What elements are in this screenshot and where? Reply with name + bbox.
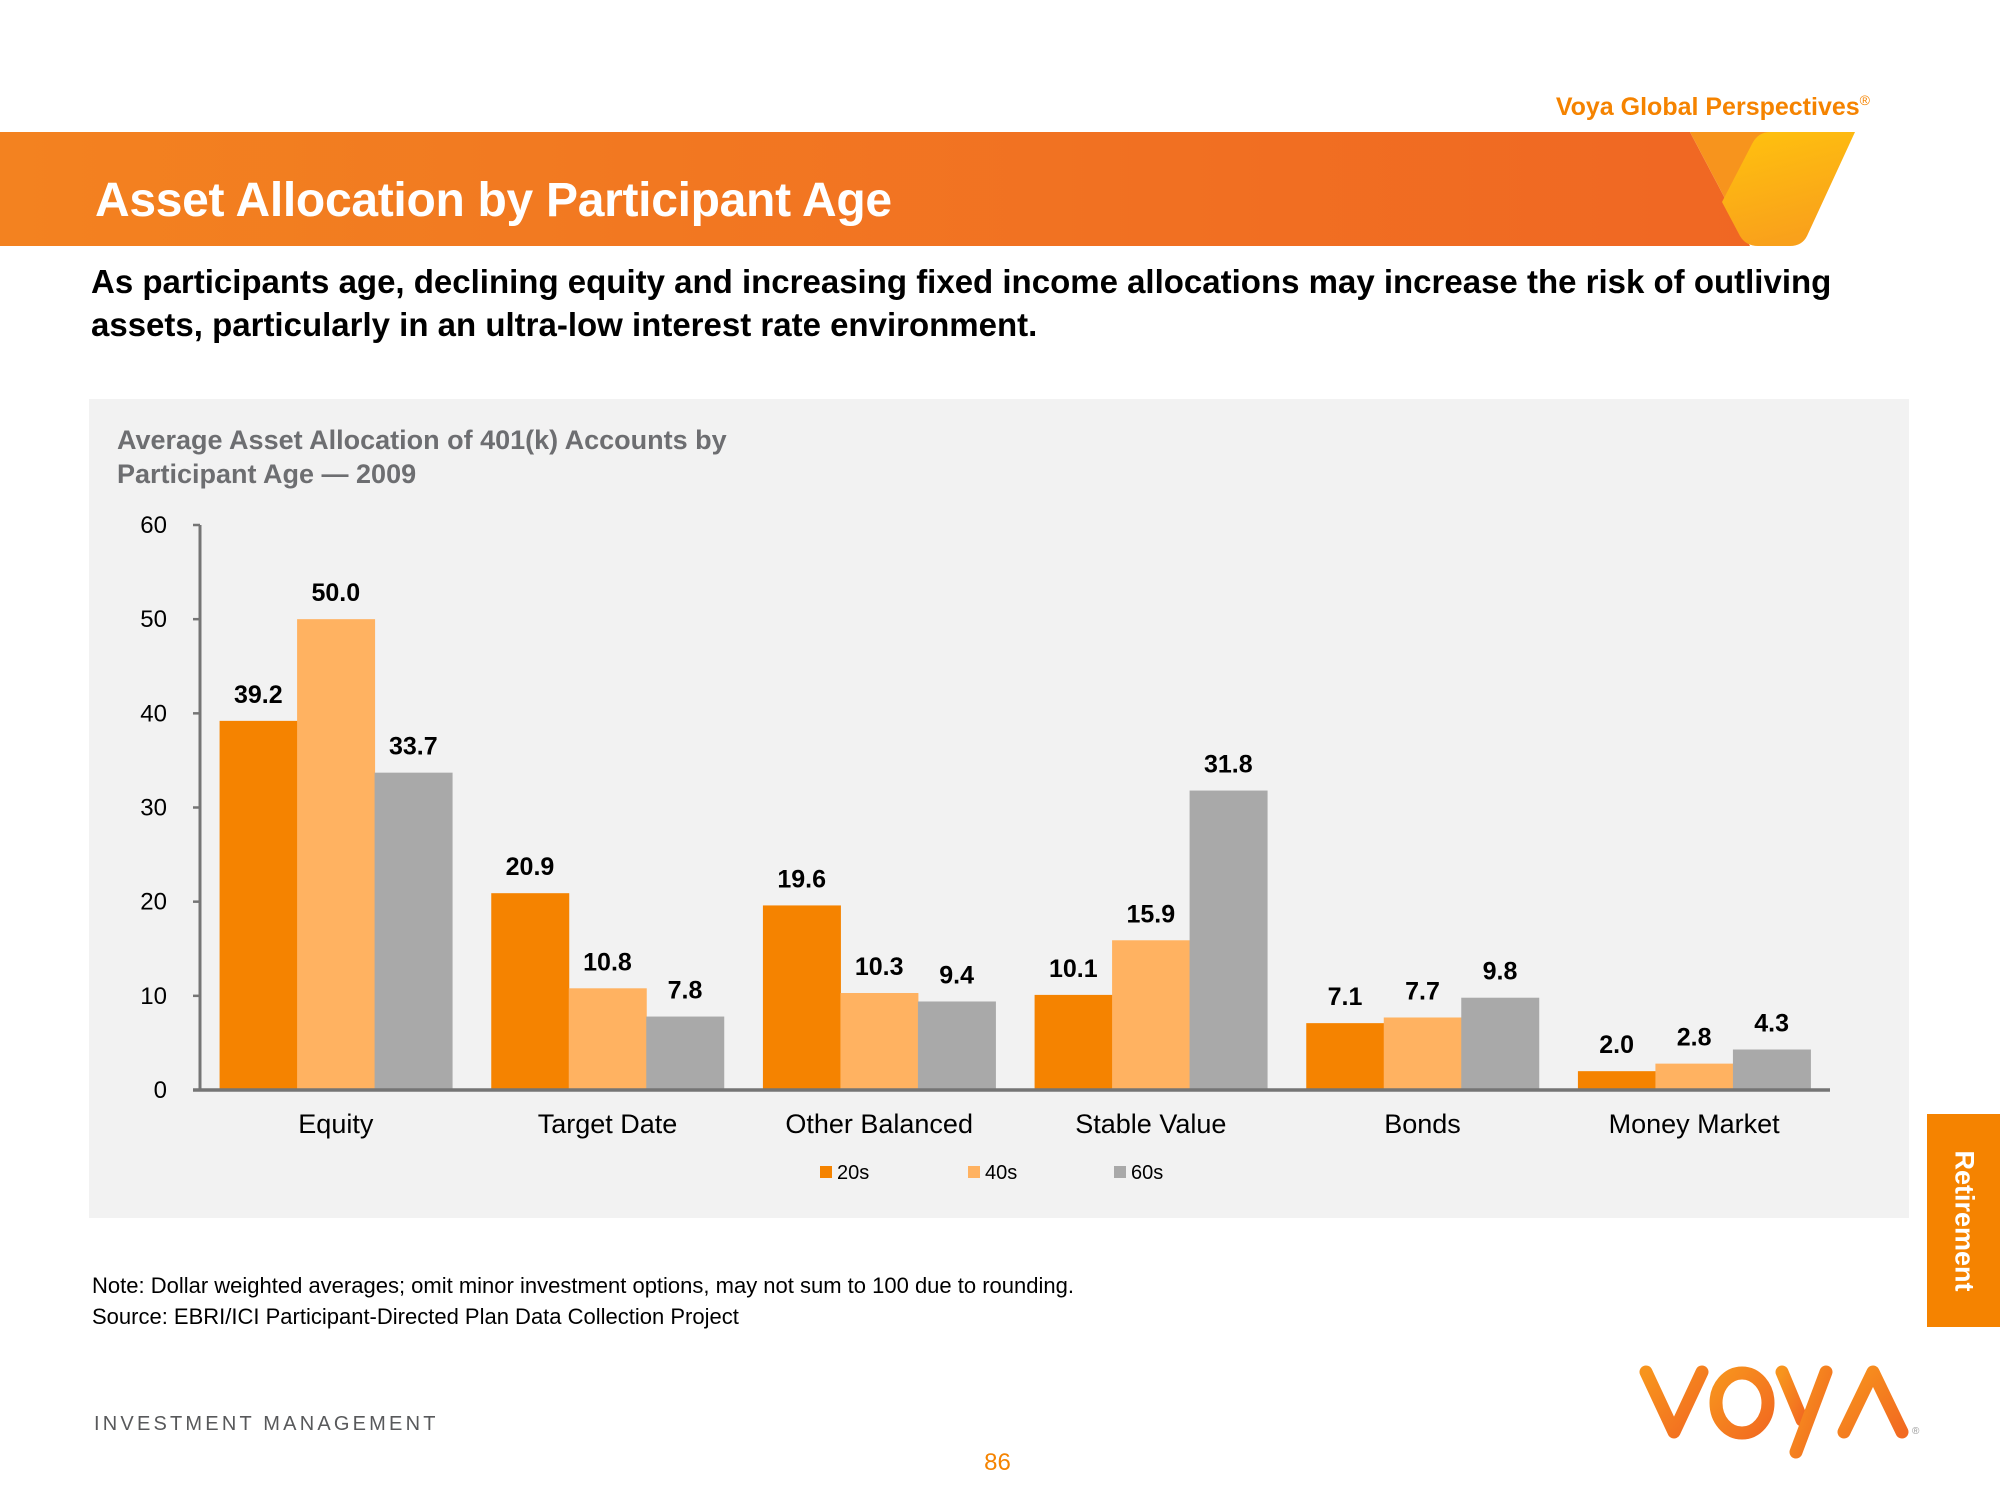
legend-label-20s: 20s <box>837 1162 869 1184</box>
x-category-label: Bonds <box>1384 1109 1461 1139</box>
data-label: 10.8 <box>583 948 632 976</box>
section-tab-retirement[interactable]: Retirement <box>1927 1114 2000 1327</box>
bar-40s-bonds <box>1383 1017 1462 1090</box>
data-label: 19.6 <box>777 865 826 893</box>
data-labels: 39.2 20.9 19.6 10.1 7.1 2.0 50.0 10.8 10.3 15.9 7.… <box>234 579 1789 1059</box>
x-category-label: Stable Value <box>1075 1109 1226 1139</box>
page-title: Asset Allocation by Participant Age <box>95 174 892 227</box>
legend-label-60s: 60s <box>1131 1162 1163 1184</box>
voya-logo: ® <box>1636 1360 1926 1465</box>
data-label: 10.3 <box>855 953 904 981</box>
data-label: 9.4 <box>939 961 974 989</box>
bar-40s-equity <box>297 619 376 1090</box>
y-tick-label: 30 <box>140 795 167 822</box>
section-tab-label: Retirement <box>1949 1149 1979 1292</box>
data-label: 15.9 <box>1126 900 1175 928</box>
bar-20s-equity <box>219 720 298 1090</box>
data-label: 20.9 <box>506 853 555 881</box>
legend-swatch-20s <box>820 1166 832 1178</box>
legend-swatch-40s <box>968 1166 980 1178</box>
legend-swatch-60s <box>1114 1166 1126 1178</box>
bar-60s-bonds <box>1461 997 1540 1090</box>
chart-title-line2: Participant Age — 2009 <box>117 459 417 489</box>
bar-60s-stable-value <box>1189 790 1268 1090</box>
data-label: 4.3 <box>1754 1010 1789 1038</box>
note-text: Note: Dollar weighted averages; omit min… <box>92 1273 1074 1298</box>
legend-label-40s: 40s <box>985 1162 1017 1184</box>
data-label: 2.8 <box>1677 1024 1712 1052</box>
bar-60s-target-date <box>646 1016 725 1090</box>
bar-60s-equity <box>374 772 453 1090</box>
bar-20s-other-balanced <box>762 905 841 1090</box>
banner-bar <box>0 132 1750 246</box>
brand-tagline: Voya Global Perspectives® <box>1400 92 1870 122</box>
bar-40s-other-balanced <box>840 993 919 1090</box>
title-banner <box>0 132 1860 246</box>
bar-20s-stable-value <box>1034 994 1113 1090</box>
y-tick-label: 20 <box>140 889 167 916</box>
x-axis: Equity Target Date Other Balanced Stable Va… <box>193 1088 1830 1139</box>
bar-40s-stable-value <box>1112 940 1191 1090</box>
page-number: 86 <box>984 1449 1011 1476</box>
data-label: 39.2 <box>234 681 283 709</box>
x-category-label: Other Balanced <box>785 1109 973 1139</box>
brand-tagline-text: Voya Global Perspectives <box>1555 93 1860 121</box>
bar-60s-money-market <box>1732 1049 1811 1090</box>
logo-registered-mark: ® <box>1912 1426 1920 1437</box>
bar-20s-money-market <box>1577 1071 1656 1090</box>
x-category-label: Target Date <box>538 1109 678 1139</box>
bar-20s-bonds <box>1306 1023 1385 1090</box>
headline: As participants age, declining equity an… <box>91 263 1832 343</box>
source-text: Source: EBRI/ICI Participant-Directed Pl… <box>92 1304 739 1329</box>
y-axis: 0 10 20 30 40 50 60 <box>140 512 202 1104</box>
x-category-label: Equity <box>298 1109 374 1139</box>
division-label: INVESTMENT MANAGEMENT <box>94 1413 439 1435</box>
chart-title-line1: Average Asset Allocation of 401(k) Accou… <box>117 425 727 455</box>
data-label: 7.7 <box>1405 977 1440 1005</box>
data-label: 31.8 <box>1204 751 1253 779</box>
footnotes: Note: Dollar weighted averages; omit min… <box>92 1270 1074 1332</box>
data-label: 7.8 <box>668 977 703 1005</box>
legend: 20s 40s 60s <box>820 1162 1163 1184</box>
bar-60s-other-balanced <box>917 1001 996 1090</box>
voya-logo-graphic: ® <box>1639 1365 1920 1459</box>
y-tick-label: 60 <box>140 512 167 539</box>
bar-40s-target-date <box>568 988 647 1090</box>
bar-20s-target-date <box>491 893 570 1090</box>
x-category-label: Money Market <box>1609 1109 1781 1139</box>
banner-graphic <box>0 132 1855 246</box>
y-tick-label: 50 <box>140 606 167 633</box>
data-label: 9.8 <box>1483 958 1518 986</box>
registered-mark: ® <box>1859 92 1870 108</box>
bars <box>219 619 1811 1090</box>
chart-title: Average Asset Allocation of 401(k) Accou… <box>117 423 1017 491</box>
data-label: 10.1 <box>1049 955 1098 983</box>
data-label: 33.7 <box>389 733 438 761</box>
y-tick-label: 10 <box>140 983 167 1010</box>
banner-v-right <box>1722 132 1855 246</box>
data-label: 50.0 <box>311 579 360 607</box>
y-tick-label: 0 <box>154 1077 167 1104</box>
y-tick-label: 40 <box>140 700 167 727</box>
bar-40s-money-market <box>1655 1063 1734 1090</box>
data-label: 7.1 <box>1328 983 1363 1011</box>
data-label: 2.0 <box>1599 1031 1634 1059</box>
